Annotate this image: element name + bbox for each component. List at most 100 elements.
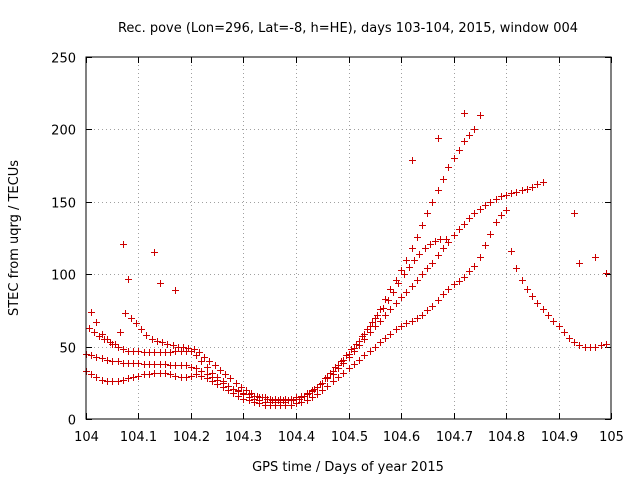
- data-point: [437, 236, 444, 243]
- data-point: [264, 396, 271, 403]
- data-point: [409, 283, 416, 290]
- data-point: [429, 199, 436, 206]
- data-point: [309, 394, 316, 401]
- data-point: [204, 375, 211, 382]
- data-point: [477, 206, 484, 213]
- data-point: [235, 387, 242, 394]
- data-point: [191, 346, 198, 353]
- data-point: [451, 155, 458, 162]
- data-point: [356, 342, 363, 349]
- data-point: [304, 397, 311, 404]
- data-point: [206, 358, 213, 365]
- chart-title: Rec. pove (Lon=296, Lat=-8, h=HE), days …: [118, 21, 578, 36]
- data-point: [314, 391, 321, 398]
- data-point: [359, 333, 366, 340]
- x-tick-label: 104.9: [541, 430, 578, 445]
- data-point: [456, 147, 463, 154]
- data-point: [115, 358, 122, 365]
- data-point: [209, 378, 216, 385]
- data-point: [183, 374, 190, 381]
- data-point: [545, 312, 552, 319]
- data-point: [93, 374, 100, 381]
- data-point: [435, 252, 442, 259]
- data-point: [220, 384, 227, 391]
- data-point: [162, 361, 169, 368]
- data-point: [217, 367, 224, 374]
- data-point: [201, 354, 208, 361]
- data-point: [372, 344, 379, 351]
- data-point: [185, 345, 192, 352]
- data-point: [154, 338, 161, 345]
- data-point: [382, 296, 389, 303]
- data-point: [429, 303, 436, 310]
- data-point: [534, 181, 541, 188]
- data-point: [164, 341, 171, 348]
- data-point: [327, 370, 334, 377]
- data-point: [471, 263, 478, 270]
- data-point: [353, 341, 360, 348]
- data-point: [122, 310, 129, 317]
- data-point: [96, 333, 103, 340]
- data-point: [471, 126, 478, 133]
- data-point: [419, 271, 426, 278]
- data-point: [387, 306, 394, 313]
- data-point: [534, 300, 541, 307]
- data-point: [319, 387, 326, 394]
- data-point: [461, 138, 468, 145]
- data-point: [172, 287, 179, 294]
- data-point: [340, 370, 347, 377]
- data-point: [88, 352, 95, 359]
- data-point: [540, 179, 547, 186]
- data-point: [338, 358, 345, 365]
- data-point: [120, 377, 127, 384]
- data-point: [246, 397, 253, 404]
- data-point: [524, 286, 531, 293]
- data-point: [183, 362, 190, 369]
- data-point: [445, 286, 452, 293]
- plot-frame: [85, 56, 612, 420]
- data-point: [435, 297, 442, 304]
- data-point: [540, 306, 547, 313]
- data-point: [117, 329, 124, 336]
- y-tick-label: 150: [51, 197, 76, 212]
- data-point: [387, 286, 394, 293]
- data-point: [104, 357, 111, 364]
- data-point: [188, 373, 195, 380]
- data-point: [393, 326, 400, 333]
- data-point: [461, 221, 468, 228]
- data-point: [592, 254, 599, 261]
- data-point: [414, 277, 421, 284]
- data-point: [471, 210, 478, 217]
- data-point: [440, 291, 447, 298]
- data-point: [456, 278, 463, 285]
- data-point: [401, 271, 408, 278]
- data-point: [440, 176, 447, 183]
- data-point: [445, 164, 452, 171]
- data-point: [369, 319, 376, 326]
- x-tick-label: 104.8: [488, 430, 525, 445]
- data-point: [133, 320, 140, 327]
- data-point: [556, 323, 563, 330]
- data-point: [99, 355, 106, 362]
- data-point: [403, 320, 410, 327]
- data-point: [135, 348, 142, 355]
- data-point: [109, 378, 116, 385]
- data-point: [157, 280, 164, 287]
- data-point: [377, 318, 384, 325]
- data-point: [398, 267, 405, 274]
- data-point: [356, 357, 363, 364]
- data-point: [256, 400, 263, 407]
- y-axis-label: STEC from uqrg / TECUs: [7, 160, 22, 316]
- data-point: [466, 132, 473, 139]
- data-point: [377, 306, 384, 313]
- data-point: [493, 219, 500, 226]
- data-point: [414, 234, 421, 241]
- x-tick-label: 104.1: [120, 430, 157, 445]
- data-point: [233, 380, 240, 387]
- data-point: [387, 331, 394, 338]
- x-tick-label: 104.6: [383, 430, 420, 445]
- y-tick-label: 100: [51, 269, 76, 284]
- data-point: [576, 260, 583, 267]
- data-point: [477, 112, 484, 119]
